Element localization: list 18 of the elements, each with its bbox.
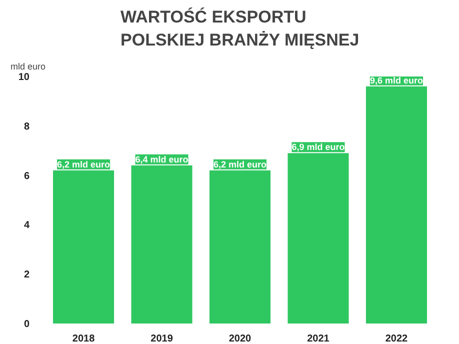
x-tick-label: 2021 [307,334,330,344]
y-tick-label: 6 [24,170,30,182]
data-label: 6,2 mld euro [57,159,111,170]
x-tick-label: 2018 [72,334,96,344]
y-tick-label: 10 [18,72,30,83]
y-axis-title: mld euro [10,62,46,72]
y-tick-label: 2 [24,270,30,281]
y-tick-label: 4 [24,220,30,232]
chart-title: WARTOŚĆ EKSPORTU POLSKIEJ BRANŻY MIĘSNEJ [120,6,360,50]
x-tick-label: 2019 [150,334,174,344]
data-label: 6,9 mld euro [292,142,346,152]
data-label: 6,2 mld euro [213,159,268,170]
y-tick-label: 8 [24,121,30,132]
data-label: 9,6 mld euro [370,75,424,86]
x-tick-label: 2020 [228,334,252,344]
data-label: 6,4 mld euro [135,154,189,164]
x-tick-label: 2022 [385,334,408,344]
y-tick-label: 0 [24,319,30,330]
